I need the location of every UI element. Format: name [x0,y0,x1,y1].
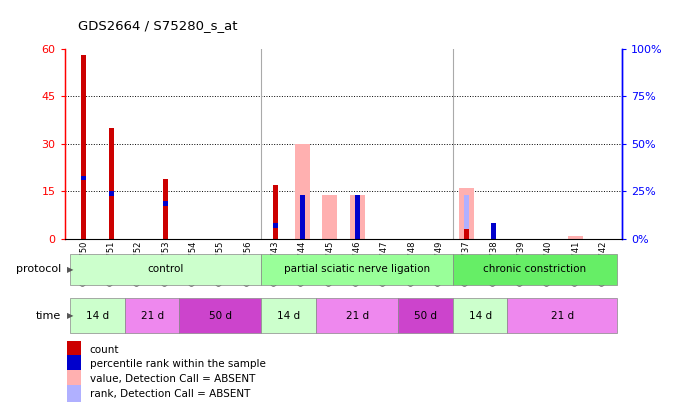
Bar [82,55,86,239]
Bar [316,298,398,333]
Bar [163,179,168,239]
Bar [261,254,453,285]
Bar [109,192,114,196]
Bar [82,175,86,180]
Text: GDS2664 / S75280_s_at: GDS2664 / S75280_s_at [78,19,238,32]
Text: percentile rank within the sample: percentile rank within the sample [90,359,266,369]
Bar [67,370,82,388]
Bar [300,194,305,239]
Bar [109,128,114,239]
Bar [398,298,453,333]
Text: control: control [148,264,184,274]
Text: 14 d: 14 d [469,311,492,321]
Bar [453,298,507,333]
Text: 50 d: 50 d [209,311,232,321]
Bar [67,341,82,358]
Bar [180,298,261,333]
Text: ▶: ▶ [67,265,73,274]
Bar [491,223,496,239]
Bar [568,236,583,239]
Bar [507,298,617,333]
Bar [453,254,617,285]
Text: time: time [36,311,61,321]
Bar [300,194,305,239]
Text: count: count [90,345,119,354]
Bar [459,188,474,239]
Bar [322,194,337,239]
Bar [464,194,469,239]
Text: 21 d: 21 d [345,311,369,321]
Bar [350,194,364,239]
Bar [67,385,82,403]
Text: chronic constriction: chronic constriction [483,264,586,274]
Bar [354,194,360,239]
Bar [67,356,82,373]
Text: 21 d: 21 d [551,311,574,321]
Bar [354,194,360,239]
Bar [273,223,277,228]
Text: rank, Detection Call = ABSENT: rank, Detection Call = ABSENT [90,389,250,399]
Bar [163,201,168,206]
Text: partial sciatic nerve ligation: partial sciatic nerve ligation [284,264,430,274]
Text: ▶: ▶ [67,311,73,320]
Bar [261,298,316,333]
Bar [124,298,180,333]
Text: value, Detection Call = ABSENT: value, Detection Call = ABSENT [90,374,255,384]
Bar [70,298,124,333]
Text: 50 d: 50 d [414,311,437,321]
Text: 21 d: 21 d [141,311,164,321]
Text: protocol: protocol [16,264,61,274]
Text: 14 d: 14 d [86,311,109,321]
Bar [464,229,469,239]
Text: 14 d: 14 d [277,311,301,321]
Bar [70,254,261,285]
Bar [273,185,277,239]
Bar [295,144,310,239]
